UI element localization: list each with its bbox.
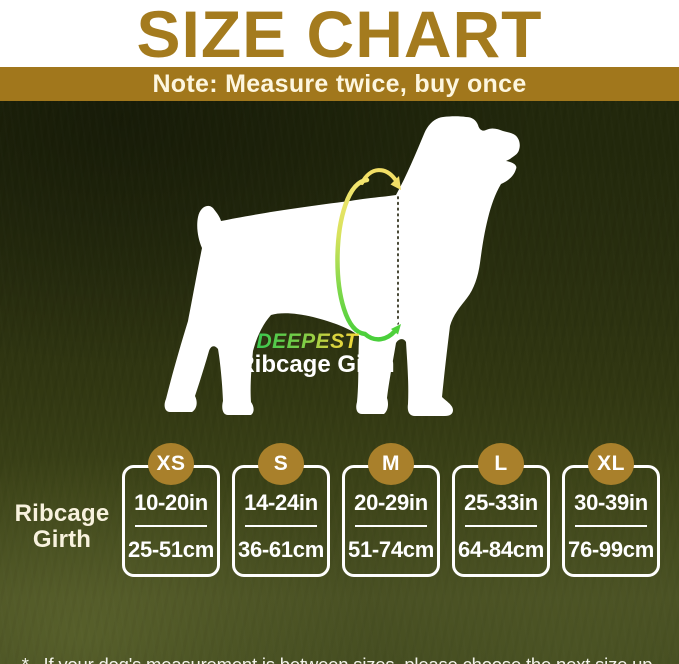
green-arrowhead-icon — [391, 324, 401, 335]
size-box: 30-39in 76-99cm — [562, 465, 660, 577]
yellow-arrowhead-icon — [390, 176, 401, 190]
page-title: SIZE CHART — [136, 0, 543, 71]
girth-measure-arc — [335, 177, 398, 342]
size-column-m: M 20-29in 51-74cm — [342, 443, 440, 577]
inches-value: 10-20in — [134, 490, 208, 515]
size-column-xs: XS 10-20in 25-51cm — [122, 443, 220, 577]
value-divider — [575, 525, 647, 527]
inches-value: 20-29in — [354, 490, 428, 515]
cm-value: 51-74cm — [348, 537, 434, 562]
header: SIZE CHART — [0, 0, 679, 67]
value-divider — [355, 525, 427, 527]
dog-measurement-diagram: DEEPEST Ribcage Girth — [164, 116, 520, 416]
size-column-s: S 14-24in 36-61cm — [232, 443, 330, 577]
note-banner: Note: Measure twice, buy once — [0, 67, 679, 101]
size-badge: XS — [148, 443, 194, 485]
row-label-line1: Ribcage — [14, 500, 110, 527]
footnotes: * If your dog's measurement is between s… — [0, 596, 679, 664]
value-divider — [135, 525, 207, 527]
size-badge: M — [368, 443, 414, 485]
value-divider — [465, 525, 537, 527]
size-badge: XL — [588, 443, 634, 485]
row-label-ribcage-girth: Ribcage Girth — [4, 501, 120, 553]
inches-value: 14-24in — [244, 490, 318, 515]
size-column-xl: XL 30-39in 76-99cm — [562, 443, 660, 577]
cm-value: 25-51cm — [128, 537, 214, 562]
girth-diagram-label: Ribcage Girth — [237, 351, 394, 378]
size-box: 10-20in 25-51cm — [122, 465, 220, 577]
size-column-l: L 25-33in 64-84cm — [452, 443, 550, 577]
note-text: Note: Measure twice, buy once — [152, 69, 527, 98]
inches-value: 25-33in — [464, 490, 538, 515]
row-label-line2: Girth — [32, 526, 92, 553]
deepest-label: DEEPEST — [256, 330, 359, 353]
size-badge: L — [478, 443, 524, 485]
value-divider — [245, 525, 317, 527]
size-badge: S — [258, 443, 304, 485]
cm-value: 64-84cm — [458, 537, 544, 562]
footnote-size-up: * If your dog's measurement is between s… — [0, 651, 679, 664]
inches-value: 30-39in — [574, 490, 648, 515]
cm-value: 76-99cm — [568, 537, 654, 562]
white-pointer-arrow-icon — [368, 318, 401, 338]
cm-value: 36-61cm — [238, 537, 324, 562]
dog-silhouette — [164, 116, 520, 416]
size-table: Ribcage Girth XS 10-20in 25-51cm S 14-24… — [0, 443, 679, 593]
